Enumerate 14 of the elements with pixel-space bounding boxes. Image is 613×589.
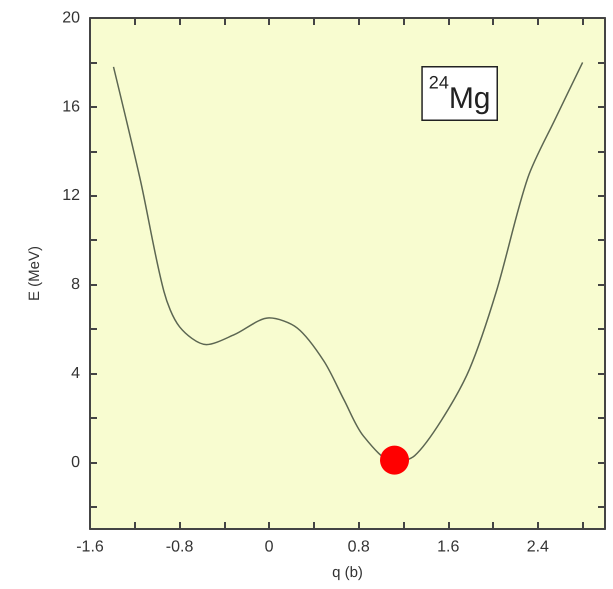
x-tick-label: 0 [264, 538, 274, 556]
x-tick-label: 0.8 [348, 538, 370, 556]
x-tick-label: -1.6 [76, 538, 104, 556]
y-axis-title: E (MeV) [26, 246, 43, 302]
y-tick-label: 4 [71, 364, 80, 382]
x-tick-label: 1.6 [437, 538, 460, 556]
x-axis-title: q (b) [332, 564, 363, 581]
y-tick-label: 0 [71, 454, 80, 471]
y-tick-label: 20 [62, 10, 80, 26]
y-tick-label: 8 [71, 276, 80, 294]
y-tick-label: 16 [62, 98, 80, 116]
y-tick-label: 12 [62, 187, 80, 204]
x-tick-label: -0.8 [166, 538, 194, 556]
x-tick-label: 2.4 [526, 538, 550, 556]
